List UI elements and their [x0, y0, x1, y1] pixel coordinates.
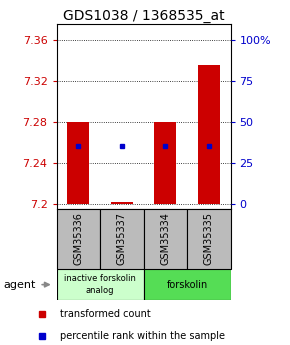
Text: percentile rank within the sample: percentile rank within the sample — [60, 332, 225, 341]
Bar — [57, 269, 144, 300]
Text: GSM35336: GSM35336 — [73, 213, 83, 265]
Bar — [57, 209, 100, 269]
Text: GSM35334: GSM35334 — [160, 213, 170, 265]
Title: GDS1038 / 1368535_at: GDS1038 / 1368535_at — [63, 9, 224, 23]
Bar — [187, 209, 231, 269]
Text: inactive forskolin
analog: inactive forskolin analog — [64, 274, 136, 295]
Text: forskolin: forskolin — [166, 280, 208, 289]
Bar — [111, 201, 133, 204]
Bar — [100, 209, 144, 269]
Text: agent: agent — [3, 280, 35, 289]
Text: GSM35337: GSM35337 — [117, 213, 127, 265]
Text: transformed count: transformed count — [60, 309, 151, 319]
Bar — [67, 121, 89, 204]
Bar — [154, 121, 176, 204]
Bar — [144, 209, 187, 269]
Bar — [198, 65, 220, 204]
Text: GSM35335: GSM35335 — [204, 213, 214, 265]
Bar — [144, 269, 231, 300]
